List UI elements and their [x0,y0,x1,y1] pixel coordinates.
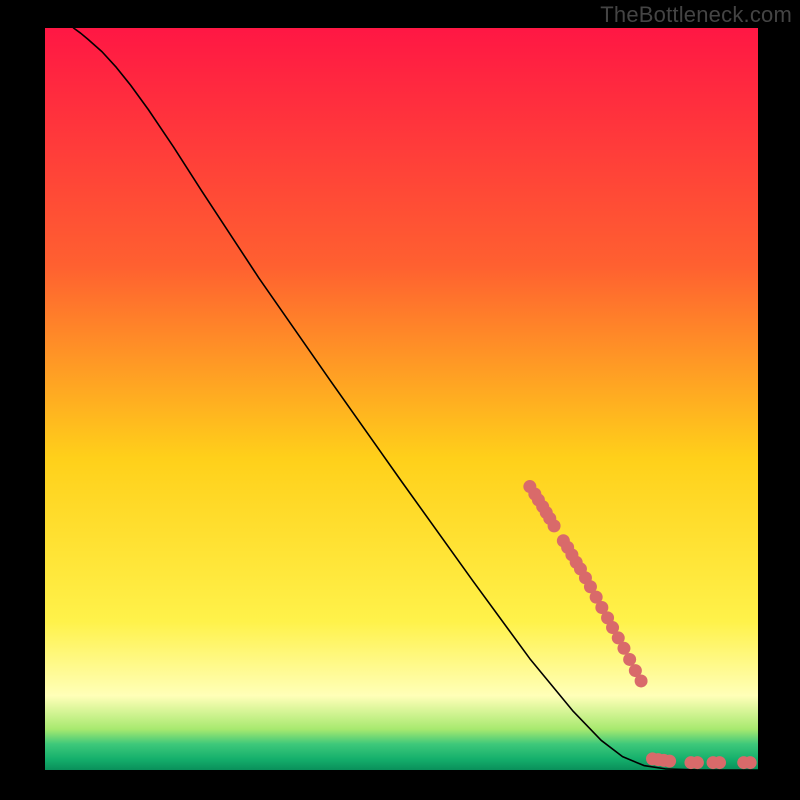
plot-area [45,28,758,770]
data-marker [713,756,726,769]
data-marker [548,519,561,532]
data-marker [744,756,757,769]
watermark-text: TheBottleneck.com [600,2,792,28]
curve-line [74,28,758,770]
data-marker [635,674,648,687]
marker-group [523,480,756,769]
data-marker [617,642,630,655]
chart-overlay-svg [45,28,758,770]
data-marker [663,755,676,768]
data-marker [691,756,704,769]
data-marker [623,653,636,666]
